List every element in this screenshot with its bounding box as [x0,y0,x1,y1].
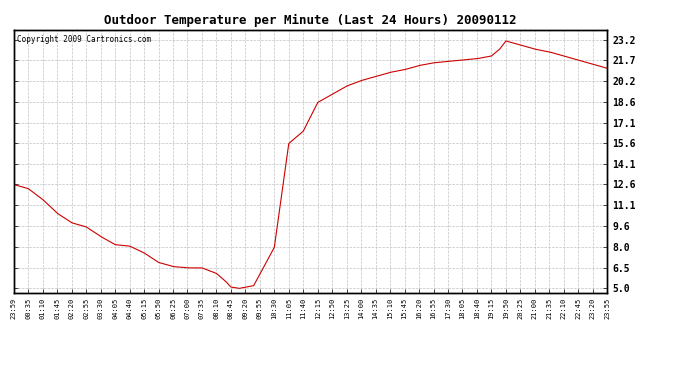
Title: Outdoor Temperature per Minute (Last 24 Hours) 20090112: Outdoor Temperature per Minute (Last 24 … [104,14,517,27]
Text: Copyright 2009 Cartronics.com: Copyright 2009 Cartronics.com [17,35,151,44]
